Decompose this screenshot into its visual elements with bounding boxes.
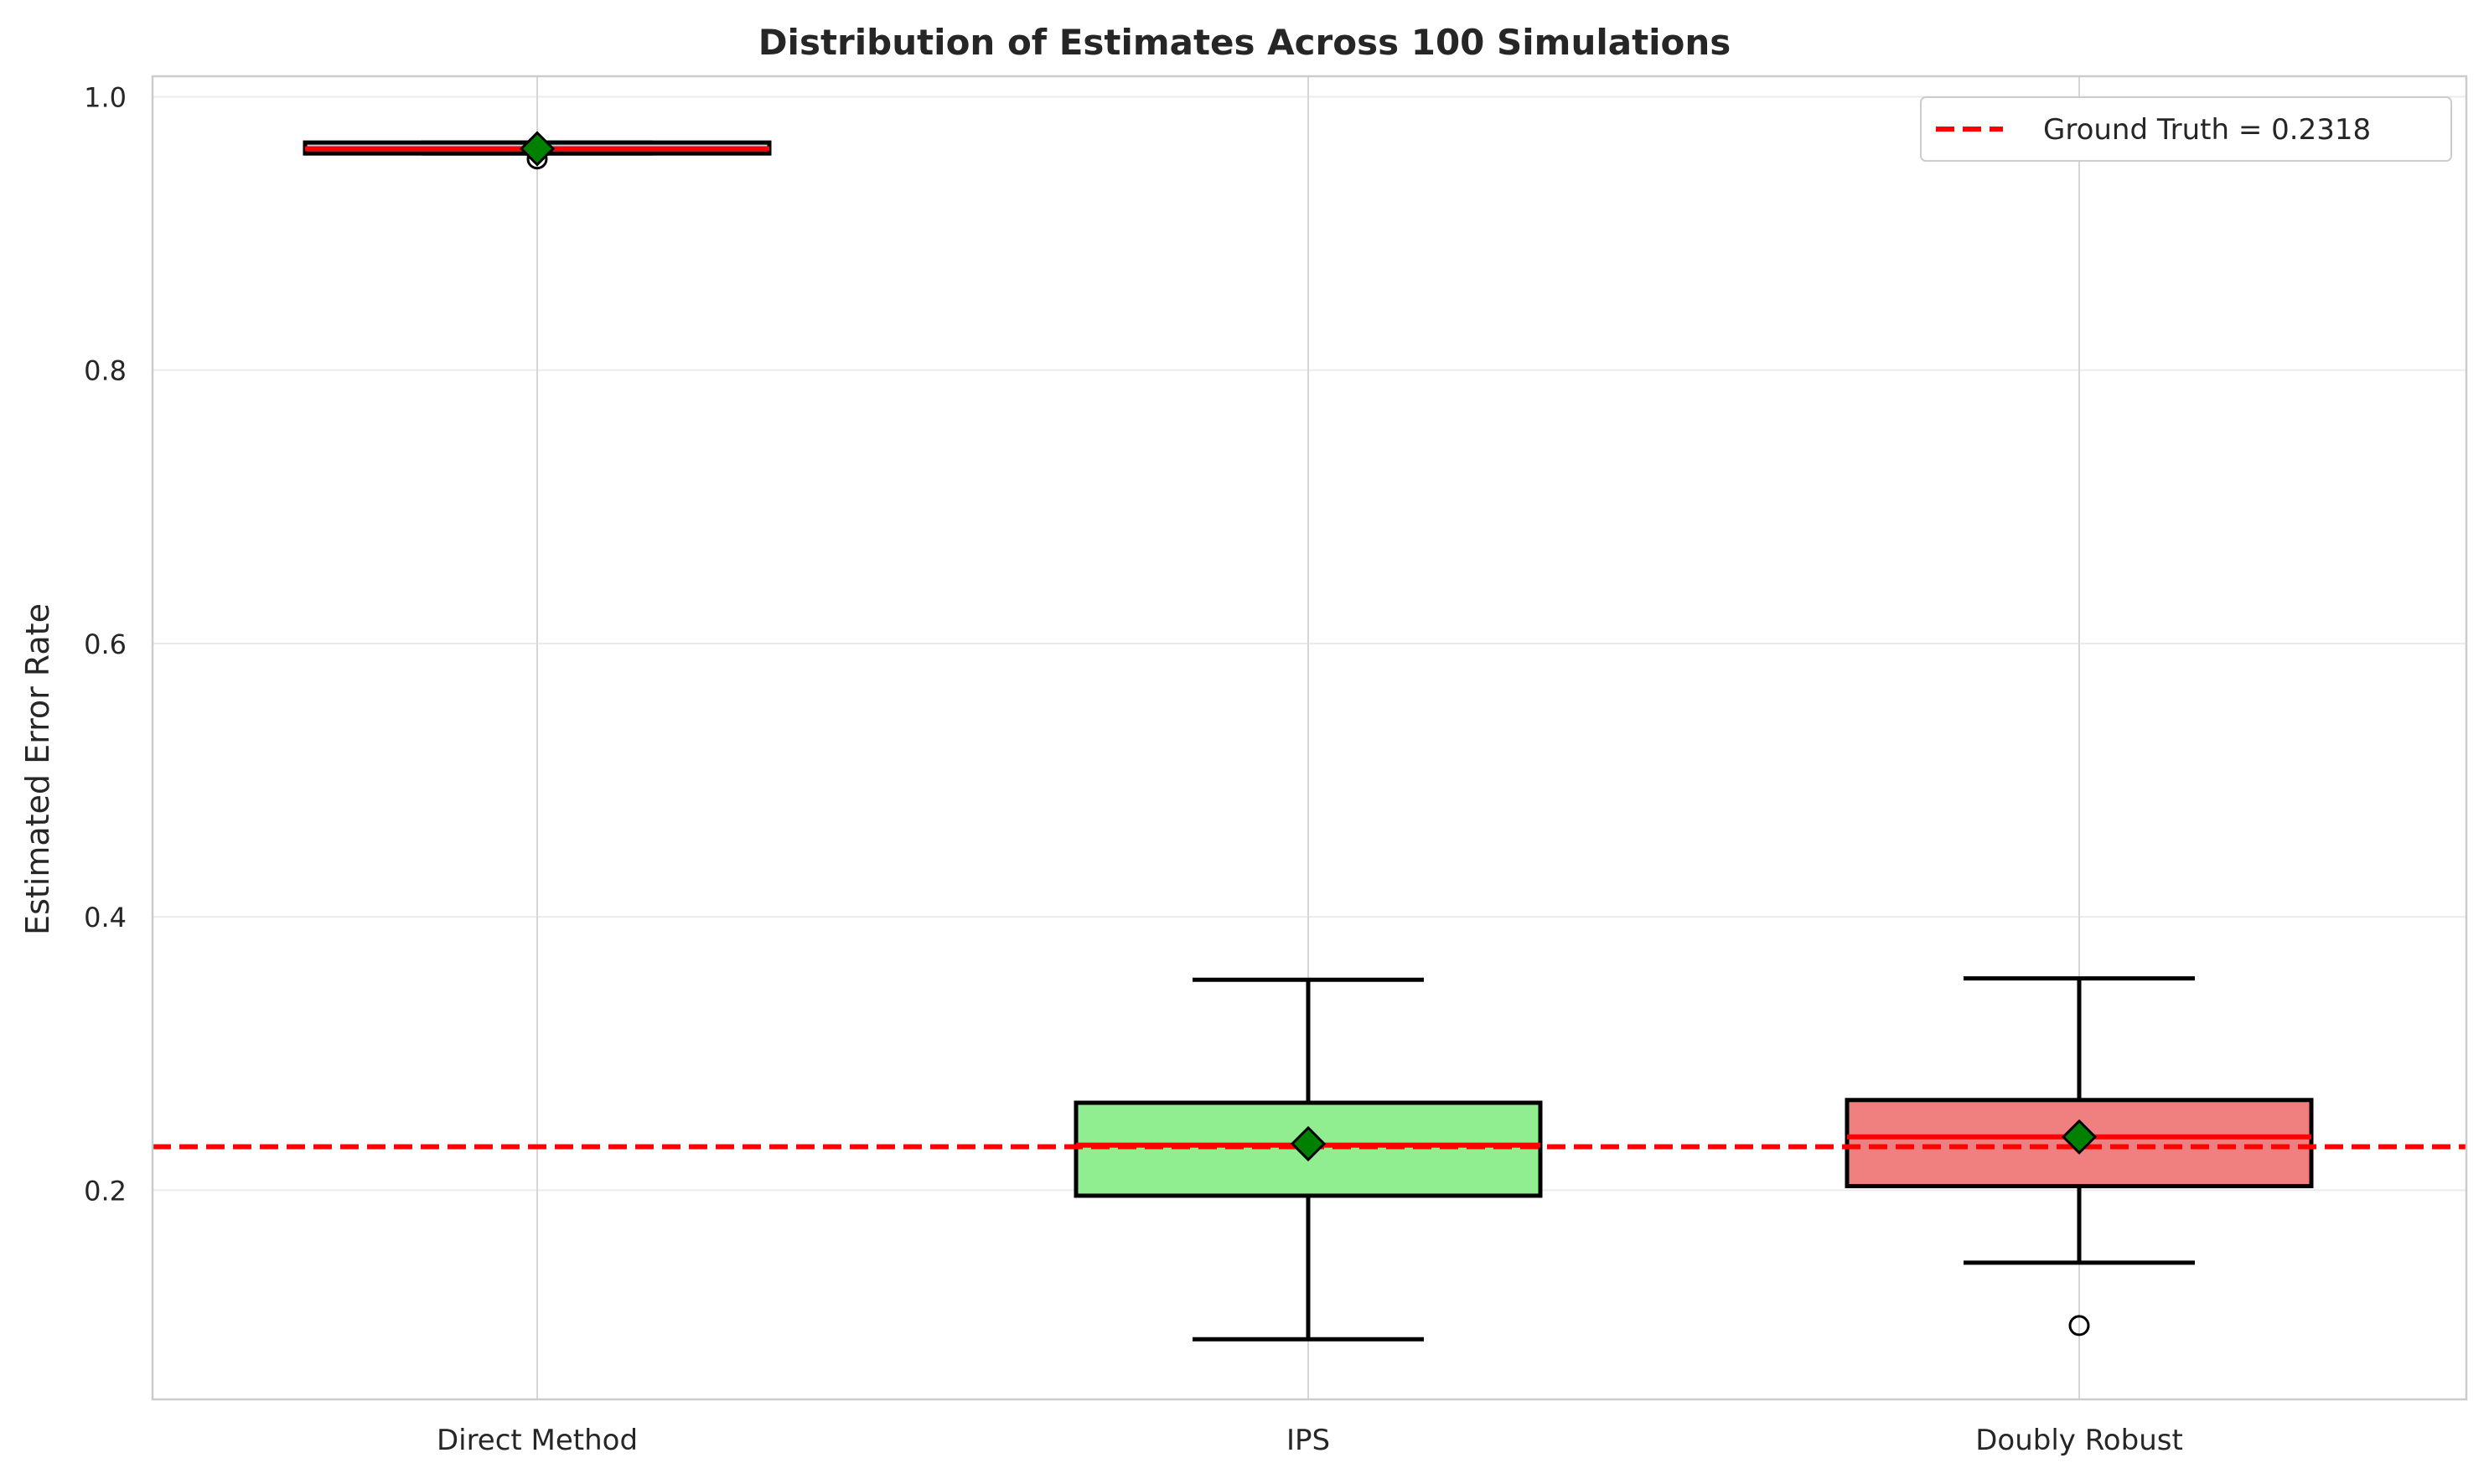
mean-marker [519,131,556,167]
y-tick-label: 1.0 [84,81,127,113]
mean-marker [1290,1125,1327,1162]
y-tick-label: 0.8 [84,355,127,387]
y-tick-label: 0.6 [84,628,127,660]
chart-title: Distribution of Estimates Across 100 Sim… [758,22,1731,63]
x-tick-label: Direct Method [437,1424,638,1457]
y-axis-label: Estimated Error Rate [19,603,56,935]
x-tick-label: IPS [1286,1424,1330,1457]
outlier-point [2068,1315,2090,1337]
y-tick-label: 0.2 [84,1175,127,1207]
legend-box [1920,96,2452,162]
mean-marker [2061,1119,2098,1155]
legend-label: Ground Truth = 0.2318 [2043,113,2371,147]
plot-frame [151,75,2468,1401]
x-tick-label: Doubly Robust [1975,1424,2183,1457]
y-tick-label: 0.4 [84,902,127,933]
plot-area: 0.2 0.4 0.6 0.8 1.0 Direct Method IPS Doubly Ro… [84,75,2468,1457]
